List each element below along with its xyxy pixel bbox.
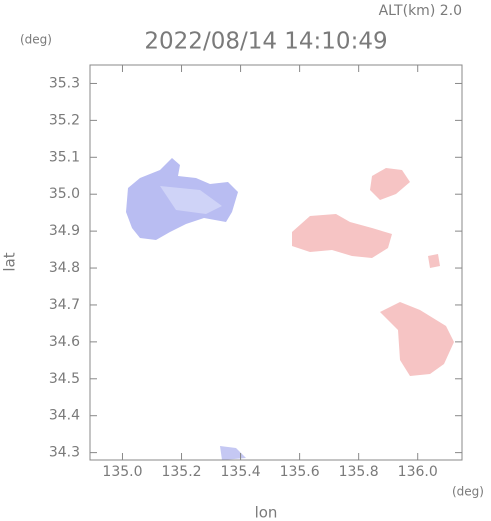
y-tick-label: 34.7 [49,297,80,313]
y-tick-label: 35.1 [49,149,80,165]
y-tick-label: 34.5 [49,371,80,387]
echo-region [220,446,246,460]
echo-region [292,214,392,258]
map-title: 2022/08/14 14:10:49 [144,29,387,55]
y-tick-label: 34.4 [49,408,80,424]
x-tick-label: 135.8 [339,464,379,480]
y-axis-label: lat [1,252,19,271]
y-tick-label: 35.3 [49,75,80,91]
altitude-label: ALT(km) 2.0 [379,3,462,19]
echo-region [380,302,454,376]
y-tick-label: 34.9 [49,223,80,239]
y-tick-label: 34.8 [49,260,80,276]
y-tick-label: 34.6 [49,334,80,350]
x-tick-label: 135.6 [280,464,320,480]
y-tick-label: 35.0 [49,186,80,202]
y-tick-label: 35.2 [49,112,80,128]
y-unit: (deg) [20,33,52,47]
plot-frame [89,64,463,461]
x-tick-label: 136.0 [398,464,438,480]
x-tick-label: 135.4 [221,464,261,480]
echo-region [428,254,440,268]
echo-region [370,168,410,200]
y-tick-label: 34.3 [49,445,80,461]
x-tick-label: 135.0 [102,464,142,480]
x-unit: (deg) [452,485,484,499]
x-axis-label: lon [255,504,278,521]
echo-region [160,186,222,214]
echo-regions [126,158,454,460]
x-tick-label: 135.2 [161,464,201,480]
